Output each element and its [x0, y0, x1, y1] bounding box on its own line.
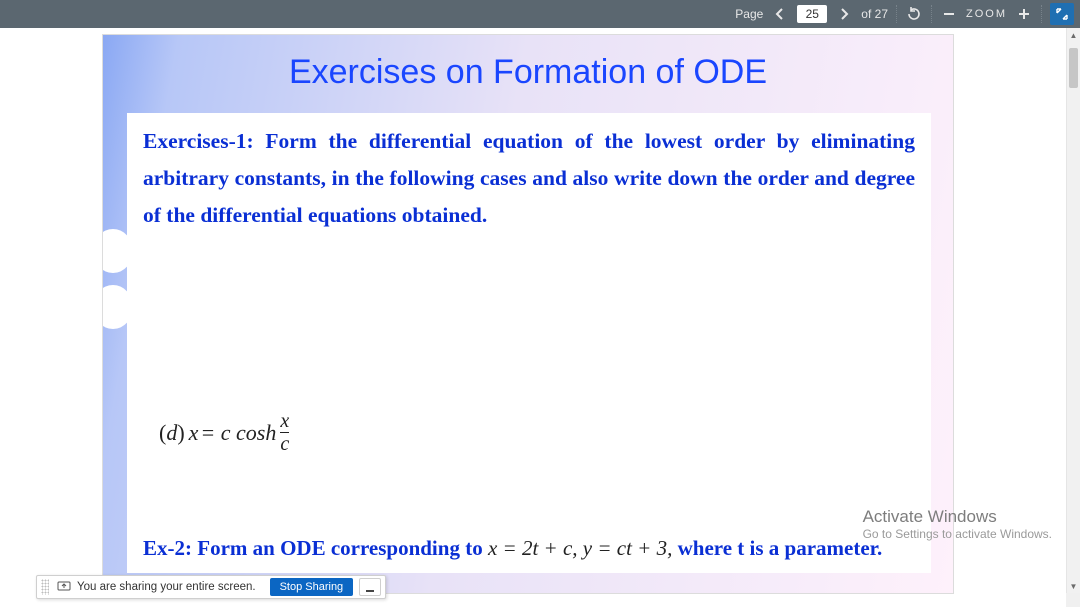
exercise-1-text: Exercises-1: Form the differential equat…: [143, 123, 915, 234]
fraction: x c: [280, 411, 289, 454]
drag-handle-icon[interactable]: [41, 579, 49, 595]
screen-share-bar: You are sharing your entire screen. Stop…: [36, 575, 386, 599]
minimize-sharebar-button[interactable]: [359, 578, 381, 596]
ex2-suffix: where t is a parameter.: [672, 536, 882, 560]
viewer-toolbar: Page of 27 ZOOM: [0, 0, 1080, 28]
pdf-viewer: Page of 27 ZOOM: [0, 0, 1080, 607]
fraction-denominator: c: [280, 434, 289, 454]
scroll-thumb[interactable]: [1069, 48, 1078, 88]
zoom-out-button[interactable]: [940, 5, 958, 23]
equation-d: (d) x = c cosh x c: [159, 411, 289, 454]
exercise-2-text: Ex-2: Form an ODE corresponding to x = 2…: [143, 536, 915, 561]
page-nav-group: Page of 27: [735, 5, 888, 23]
next-page-button[interactable]: [835, 5, 853, 23]
zoom-in-button[interactable]: [1015, 5, 1033, 23]
fraction-numerator: x: [280, 411, 289, 431]
share-screen-icon: [57, 580, 71, 594]
scroll-down-arrow[interactable]: ▼: [1067, 579, 1080, 593]
equation-lhs: x: [189, 420, 199, 446]
page-total-label: of 27: [861, 7, 888, 21]
ex2-math: x = 2t + c, y = ct + 3,: [488, 536, 672, 560]
slide: Dr. Maniru Exercises on Formation of ODE…: [102, 34, 954, 594]
page-number-input[interactable]: [797, 5, 827, 23]
zoom-label: ZOOM: [966, 8, 1007, 20]
ex2-prefix: Ex-2: Form an ODE corresponding to: [143, 536, 488, 560]
document-canvas: Dr. Maniru Exercises on Formation of ODE…: [0, 28, 1066, 607]
toolbar-divider: [1041, 5, 1042, 23]
fullscreen-exit-button[interactable]: [1050, 3, 1074, 25]
equation-mid: = c cosh: [200, 420, 276, 446]
toolbar-divider: [931, 5, 932, 23]
toolbar-divider: [896, 5, 897, 23]
reload-button[interactable]: [905, 5, 923, 23]
prev-page-button[interactable]: [771, 5, 789, 23]
share-status-text: You are sharing your entire screen.: [75, 581, 264, 593]
equation-label: d: [166, 420, 177, 446]
stop-sharing-button[interactable]: Stop Sharing: [270, 578, 354, 596]
scroll-up-arrow[interactable]: ▲: [1067, 28, 1080, 42]
vertical-scrollbar[interactable]: ▲ ▼: [1066, 28, 1080, 593]
slide-title: Exercises on Formation of ODE: [103, 53, 953, 92]
page-label: Page: [735, 7, 763, 21]
slide-textbox: Exercises-1: Form the differential equat…: [127, 113, 931, 573]
